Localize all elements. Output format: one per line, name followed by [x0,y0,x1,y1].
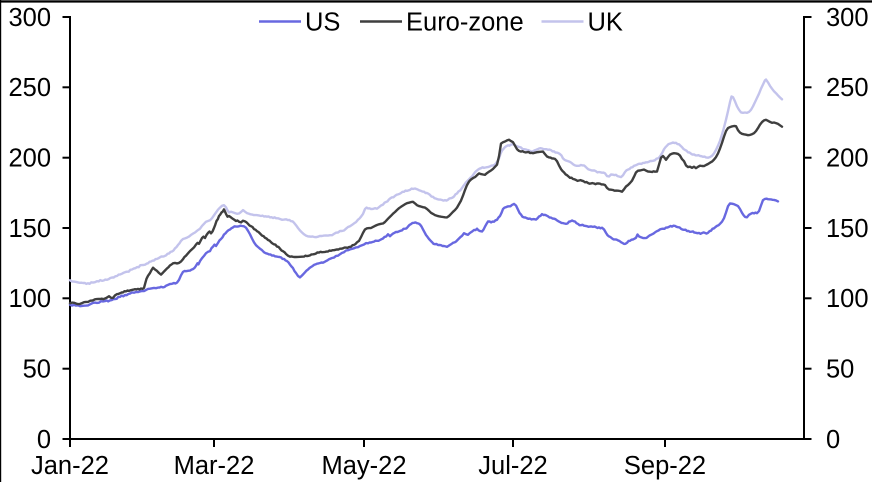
svg-text:0: 0 [826,426,840,454]
svg-text:Sep-22: Sep-22 [624,452,706,480]
svg-text:Mar-22: Mar-22 [174,452,255,480]
svg-text:Jul-22: Jul-22 [478,452,547,480]
svg-text:300: 300 [8,4,51,32]
svg-text:100: 100 [826,285,869,313]
svg-text:0: 0 [37,426,51,454]
svg-text:50: 50 [23,356,51,384]
svg-text:50: 50 [826,356,854,384]
svg-text:200: 200 [826,145,869,173]
svg-text:Euro-zone: Euro-zone [406,9,524,37]
svg-text:UK: UK [588,9,623,37]
svg-text:US: US [305,9,340,37]
svg-text:100: 100 [8,285,51,313]
svg-text:250: 250 [8,74,51,102]
svg-text:150: 150 [826,215,869,243]
svg-text:200: 200 [8,145,51,173]
svg-text:May-22: May-22 [321,452,406,480]
svg-text:Jan-22: Jan-22 [31,452,109,480]
svg-text:250: 250 [826,74,869,102]
svg-text:150: 150 [8,215,51,243]
svg-text:300: 300 [826,4,869,32]
